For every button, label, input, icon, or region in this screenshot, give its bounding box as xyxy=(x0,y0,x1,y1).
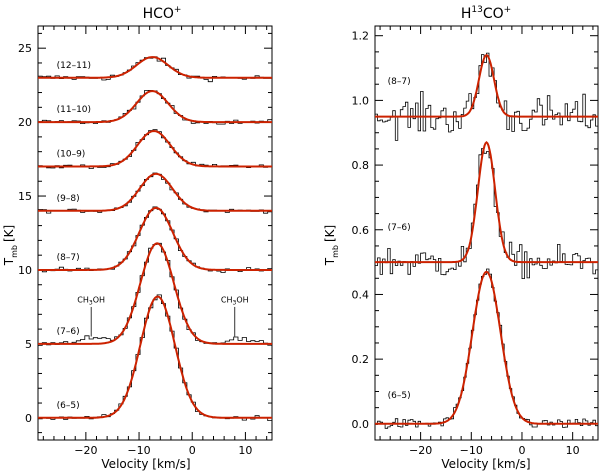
hco-gaussian-fit xyxy=(38,206,272,271)
hco-plot-area: −20 −10 0 10 0 5 10 15 20 25 (12–11) (11–10) (10–9) (… xyxy=(18,25,273,457)
hco-xtick-label: −20 xyxy=(74,444,97,457)
hco-xtick-label: 10 xyxy=(238,444,252,457)
hco-gaussian-fit xyxy=(38,56,272,79)
h13co-ylabel: Tmb[K] xyxy=(323,225,340,266)
h13co-ytick-label: 0.8 xyxy=(352,159,370,172)
h13co-transition-label: (6–5) xyxy=(388,391,411,401)
hco-gaussian-fit xyxy=(38,90,272,124)
hco-ytick-label: 25 xyxy=(18,42,32,55)
hco-panel: HCO+ Tmb[K] Velocity [km/s] −20 −10 0 10 0 5 1… xyxy=(2,5,273,471)
h13co-xlabel: Velocity [km/s] xyxy=(441,457,530,471)
hco-xlabel: Velocity [km/s] xyxy=(101,457,190,471)
svg-text:Tmb[K]: Tmb[K] xyxy=(323,225,340,266)
h13co-title: H13CO+ xyxy=(461,5,511,22)
h13co-ytick-label: 0.0 xyxy=(352,418,370,431)
hco-ylabel: Tmb[K] xyxy=(2,225,19,266)
h13co-axes-frame xyxy=(374,25,599,441)
h13co-ytick-label: 0.6 xyxy=(352,224,370,237)
h13co-xtick-label: 10 xyxy=(566,444,580,457)
hco-axes-frame xyxy=(37,25,273,441)
hco-ytick-label: 0 xyxy=(25,412,32,425)
hco-transition-label: (6–5) xyxy=(57,401,80,411)
hco-transition-label: (12–11) xyxy=(57,61,91,71)
hco-ytick-label: 20 xyxy=(18,116,32,129)
hco-transition-label: (7–6) xyxy=(57,327,80,337)
h13co-spectrum-histogram xyxy=(375,52,598,141)
hco-xtick-label: 0 xyxy=(189,444,196,457)
hco-transition-label: (8–7) xyxy=(57,253,80,263)
hco-gaussian-fit xyxy=(38,242,272,345)
hco-title: HCO+ xyxy=(143,5,182,22)
hco-gaussian-fit xyxy=(38,172,272,212)
hco-gaussian-fit xyxy=(38,295,272,419)
hco-annotation-label: CH3OH xyxy=(221,295,249,306)
h13co-gaussian-fit xyxy=(375,141,598,264)
hco-ytick-label: 10 xyxy=(18,264,32,277)
h13co-xtick-label: 0 xyxy=(518,444,525,457)
h13co-ytick-label: 1.2 xyxy=(352,30,370,43)
h13co-transition-label: (8–7) xyxy=(388,77,411,87)
h13co-gaussian-fit xyxy=(375,270,598,425)
svg-text:Tmb[K]: Tmb[K] xyxy=(2,225,19,266)
hco-transition-label: (10–9) xyxy=(57,149,86,159)
h13co-transition-label: (7–6) xyxy=(388,223,411,233)
hco-transition-label: (9–8) xyxy=(57,194,80,204)
h13co-xtick-label: −20 xyxy=(409,444,432,457)
hco-ytick-label: 15 xyxy=(18,190,32,203)
h13co-panel: H13CO+ Tmb[K] Velocity [km/s] −20 −10 0 10 0… xyxy=(323,5,599,471)
h13co-ytick-label: 1.0 xyxy=(352,94,370,107)
h13co-ytick-label: 0.4 xyxy=(352,288,370,301)
h13co-spectrum-histogram xyxy=(375,148,598,279)
h13co-plot-area: −20 −10 0 10 0.0 0.2 0.4 0.6 0.8 1.0 1.2 (8–7) (7–6)… xyxy=(352,25,599,457)
hco-transition-label: (11–10) xyxy=(57,105,91,115)
hco-gaussian-fit xyxy=(38,129,272,168)
h13co-ytick-label: 0.2 xyxy=(352,353,370,366)
hco-xtick-label: −10 xyxy=(127,444,150,457)
h13co-xtick-label: −10 xyxy=(460,444,483,457)
hco-annotation-label: CH3OH xyxy=(77,295,105,306)
h13co-spectrum-histogram xyxy=(375,268,598,429)
h13co-gaussian-fit xyxy=(375,53,598,118)
hco-ytick-label: 5 xyxy=(25,338,32,351)
